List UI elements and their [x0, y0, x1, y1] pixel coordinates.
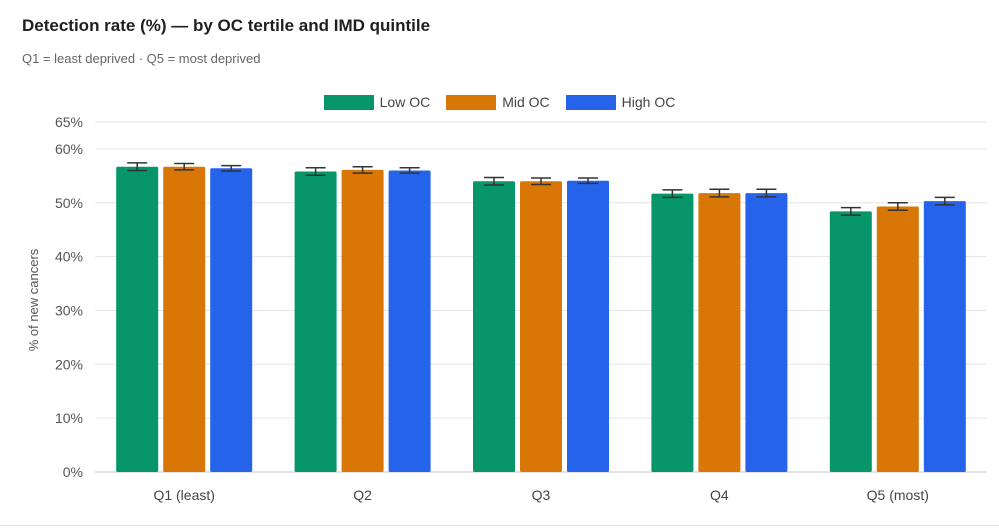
bar-mid-oc-0: [163, 166, 206, 472]
bar-mid-oc-4: [876, 206, 919, 473]
legend: Low OC Mid OC High OC: [0, 94, 999, 110]
bar-mid-oc-2: [520, 181, 562, 472]
bar-low-oc-0: [116, 166, 159, 472]
x-tick-label: Q3: [532, 487, 551, 503]
chart-title: Detection rate (%) — by OC tertile and I…: [22, 16, 431, 35]
x-tick-label: Q2: [353, 487, 372, 503]
x-tick-label: Q1 (least): [153, 487, 214, 503]
legend-swatch-high-oc: [565, 94, 616, 110]
legend-label-mid-oc: Mid OC: [502, 94, 550, 110]
bar-high-oc-2: [567, 180, 609, 472]
legend-item-mid-oc[interactable]: Mid OC: [446, 94, 550, 110]
chart-subtitle: Q1 = least deprived · Q5 = most deprived: [22, 51, 261, 66]
legend-item-low-oc[interactable]: Low OC: [323, 94, 431, 110]
bar-high-oc-3: [745, 193, 788, 473]
bar-high-oc-0: [210, 168, 253, 473]
bar-low-oc-4: [829, 211, 872, 472]
y-tick-label: 30%: [55, 302, 83, 318]
x-tick-label: Q5 (most): [867, 487, 929, 503]
legend-swatch-low-oc: [323, 94, 374, 110]
bar-low-oc-3: [651, 193, 694, 472]
x-tick-label: Q4: [710, 487, 729, 503]
y-tick-label: 40%: [55, 249, 83, 265]
bar-mid-oc-3: [698, 193, 741, 473]
y-axis-label: % of new cancers: [26, 248, 41, 351]
y-tick-label: 20%: [55, 356, 83, 372]
bar-high-oc-1: [388, 170, 431, 472]
bottom-divider: [0, 525, 999, 526]
y-tick-label: 60%: [55, 141, 83, 157]
bar-low-oc-1: [294, 171, 337, 473]
bar-low-oc-2: [473, 181, 515, 472]
legend-label-high-oc: High OC: [621, 94, 676, 110]
y-tick-label: 65%: [55, 114, 83, 130]
y-tick-label: 0%: [63, 464, 83, 480]
bar-high-oc-4: [923, 201, 966, 472]
legend-label-low-oc: Low OC: [379, 94, 431, 110]
legend-swatch-mid-oc: [446, 94, 497, 110]
bar-mid-oc-1: [341, 169, 384, 472]
y-tick-label: 10%: [55, 410, 83, 426]
y-tick-label: 50%: [55, 195, 83, 211]
legend-item-high-oc[interactable]: High OC: [565, 94, 676, 110]
